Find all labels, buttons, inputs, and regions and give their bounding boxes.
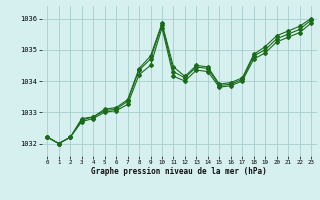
X-axis label: Graphe pression niveau de la mer (hPa): Graphe pression niveau de la mer (hPa) bbox=[91, 167, 267, 176]
